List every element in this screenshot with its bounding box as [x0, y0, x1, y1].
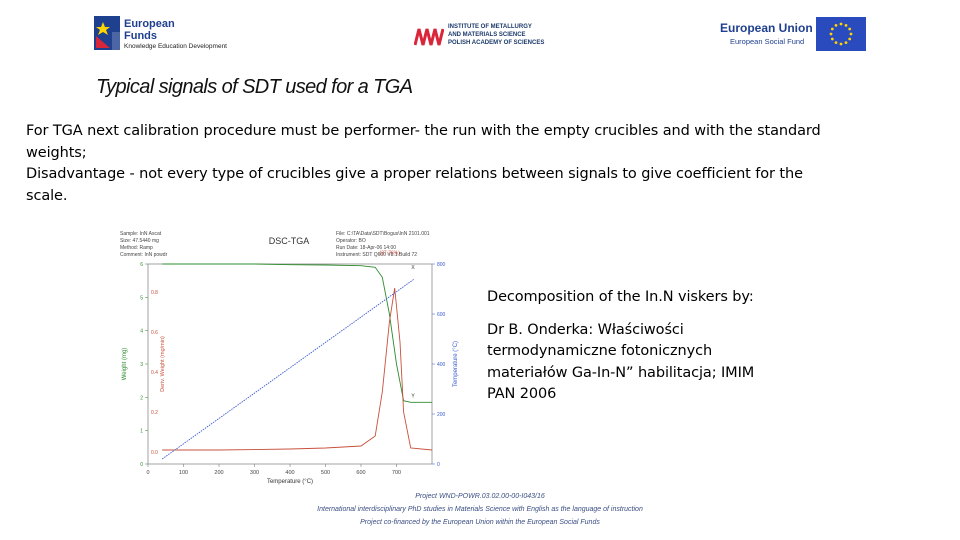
y-right-tick-label: 200 — [437, 412, 446, 418]
footer-line1: Project WND-POWR.03.02.00-00-I043/16 — [415, 493, 545, 500]
y-deriv-axis-label: Deriv. Weight (mg/min) — [160, 336, 166, 392]
eu-star-icon — [834, 41, 838, 45]
y-left-tick-label: 0 — [140, 462, 143, 468]
eu-funds-line3: Knowledge Education Development — [124, 43, 227, 50]
slide-title: Typical signals of SDT used for a TGA — [96, 76, 413, 98]
y-right-tick-label: 600 — [437, 312, 446, 318]
marker-y-label: Y — [411, 394, 415, 400]
y-left-tick-label: 4 — [140, 329, 143, 335]
european-union-logo: European Union European Social Fund — [718, 15, 868, 53]
sdt-chart: Sample: InN Ascat Size: 47.5440 mg Method:… — [114, 224, 464, 491]
x-tick-label: 400 — [285, 470, 294, 476]
eu-funds-line2: Funds — [124, 30, 157, 42]
eu-funds-emblem-icon — [94, 16, 120, 50]
decomposition-reference: Dr B. Onderka: Właściwości termodynamicz… — [487, 321, 755, 403]
decomposition-heading: Decomposition of the In.N viskers by: — [487, 289, 754, 305]
x-tick-label: 700 — [392, 470, 401, 476]
eu-funds-line1: European — [124, 18, 175, 30]
eu-star-icon — [830, 37, 834, 41]
chart-info-right: File: C:\TA\Data\SDT\Bogus\InN 2101.001 — [336, 231, 430, 237]
y-deriv-tick-label: 0.4 — [151, 370, 158, 376]
chart-info-right: Instrument: SDT Q600 V8.1 Build 72 — [336, 252, 417, 258]
chart-info-left: Comment: InN powdr — [120, 252, 168, 258]
y-left-tick-label: 6 — [140, 262, 143, 268]
y-right-axis-label: Temperature (°C) — [453, 341, 459, 387]
y-left-tick-label: 1 — [140, 429, 143, 435]
eu-star-icon — [848, 27, 852, 31]
footer-line2: International interdisciplinary PhD stud… — [317, 506, 643, 513]
x-tick-label: 600 — [356, 470, 365, 476]
eu-star-icon — [839, 22, 843, 26]
chart-info-left: Sample: InN Ascat — [120, 231, 162, 237]
eu-star-icon — [830, 27, 834, 31]
body-text: For TGA next calibration procedure must … — [26, 121, 826, 207]
imim-logo: INSTITUTE OF METALLURGY AND MATERIALS SC… — [414, 23, 564, 51]
chart-info-left: Method: Ramp — [120, 245, 153, 251]
chart-title: DSC-TGA — [269, 236, 310, 246]
eu-flag-icon — [816, 17, 866, 51]
eu-star-icon — [844, 41, 848, 45]
eu-union-line1: European Union — [720, 21, 813, 35]
footer-line3: Project co-financed by the European Unio… — [360, 519, 600, 526]
series-temperatureline — [161, 278, 415, 460]
eu-star-icon — [829, 32, 833, 36]
y-left-tick-label: 5 — [140, 295, 143, 301]
eu-star-icon — [844, 23, 848, 27]
eu-star-icon — [839, 42, 843, 46]
annotation-percent: (37.76%) — [379, 250, 400, 256]
chart-info-right: Operator: BO — [336, 238, 366, 244]
eu-star-icon — [849, 32, 853, 36]
y-left-tick-label: 3 — [140, 362, 143, 368]
y-right-tick-label: 0 — [437, 462, 440, 468]
y-deriv-tick-label: 0.0 — [151, 450, 158, 456]
project-footer: Project WND-POWR.03.02.00-00-I043/16 Int… — [290, 490, 670, 529]
x-tick-label: 200 — [214, 470, 223, 476]
chart-series — [161, 263, 433, 460]
y-deriv-tick-label: 0.8 — [151, 290, 158, 296]
y-deriv-tick-label: 0.6 — [151, 330, 158, 336]
decomposition-text: Decomposition of the In.N viskers by: Dr… — [487, 287, 777, 406]
chart-ticks — [145, 263, 435, 467]
y-left-tick-label: 2 — [140, 395, 143, 401]
x-tick-label: 0 — [146, 470, 149, 476]
imim-emblem-icon — [414, 28, 444, 46]
marker-x-label: X — [411, 265, 415, 271]
institute-line1: INSTITUTE OF METALLURGY — [448, 24, 532, 30]
x-tick-label: 500 — [321, 470, 330, 476]
eu-star-icon — [834, 23, 838, 27]
x-tick-label: 300 — [250, 470, 259, 476]
y-right-tick-label: 800 — [437, 262, 446, 268]
institute-line2: AND MATERIALS SCIENCE — [448, 32, 526, 38]
chart-info-right: Run Date: 18-Apr-06 14:00 — [336, 245, 396, 251]
paragraph-calibration: For TGA next calibration procedure must … — [26, 123, 821, 161]
chart-info-left: Size: 47.5440 mg — [120, 238, 159, 244]
plot-area — [147, 263, 433, 465]
x-axis-label: Temperature (°C) — [267, 479, 313, 485]
eu-union-line2: European Social Fund — [730, 37, 805, 46]
eu-star-icon — [848, 37, 852, 41]
series-deriv-weightline — [162, 287, 433, 451]
y-left-axis-label: Weight (mg) — [122, 348, 128, 381]
paragraph-disadvantage: Disadvantage - not every type of crucibl… — [26, 166, 803, 204]
y-right-tick-label: 400 — [437, 362, 446, 368]
x-tick-label: 100 — [179, 470, 188, 476]
european-funds-logo: European Funds Knowledge Education Devel… — [94, 14, 244, 54]
institute-line3: POLISH ACADEMY OF SCIENCES — [448, 40, 545, 46]
y-deriv-tick-label: 0.2 — [151, 410, 158, 416]
